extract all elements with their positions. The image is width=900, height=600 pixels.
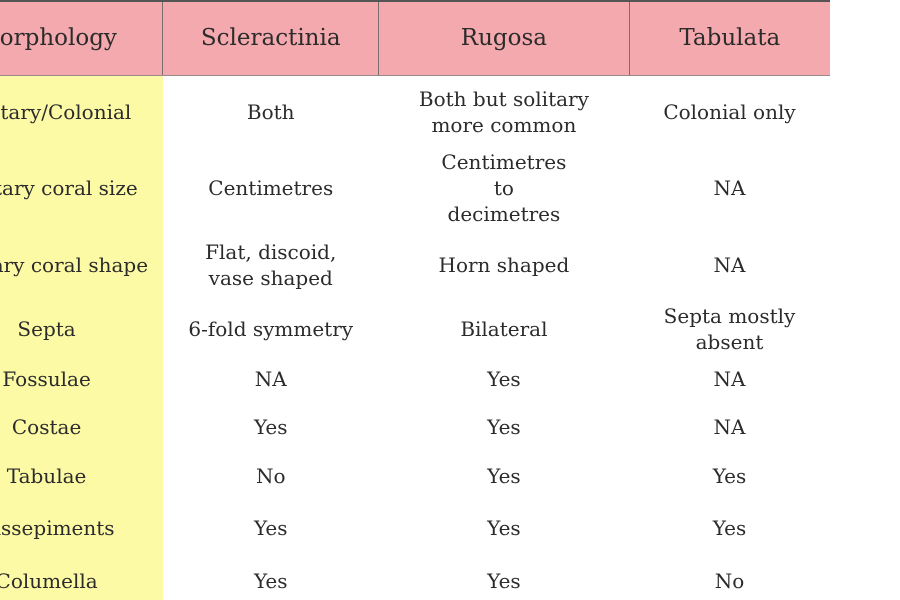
table-row: Solitary coral size Centimetres Centimet… [0, 149, 830, 227]
header-morphology: Morphology [0, 0, 163, 76]
header-scleractinia: Scleractinia [162, 0, 379, 76]
cell-scleractinia: Flat, discoid, vase shaped [205, 240, 337, 290]
cell-scleractinia: No [255, 464, 286, 488]
table-row: Solitary/Colonial Both Both but solitary… [0, 75, 830, 149]
row-label: Dissepiments [0, 501, 163, 555]
row-label: Septa [0, 303, 163, 355]
row-label: Solitary coral shape [0, 227, 163, 303]
cell-rugosa: Yes [378, 555, 629, 600]
cell-tabulata: NA [713, 176, 746, 200]
cell-tabulata: Yes [712, 516, 747, 540]
cell-rugosa: Centimetres to decimetres [441, 150, 567, 226]
table-row: Tabulae No Yes Yes [0, 451, 830, 501]
cell-scleractinia: Yes [253, 516, 288, 540]
cell-tabulata: Yes [712, 464, 747, 488]
cell-tabulata: NA [713, 415, 746, 439]
table-row: Dissepiments Yes Yes Yes [0, 501, 830, 555]
table-row: Solitary coral shape Flat, discoid, vase… [0, 227, 830, 303]
cell-scleractinia: Both [246, 100, 295, 125]
cell-scleractinia: Yes [253, 415, 288, 439]
cell-scleractinia: Centimetres [208, 176, 334, 200]
cell-rugosa: Horn shaped [438, 253, 570, 277]
cell-rugosa: Both but solitary more common [418, 87, 589, 138]
table-row: Costae Yes Yes NA [0, 403, 830, 451]
row-label: Fossulae [0, 355, 163, 403]
row-label: Tabulae [0, 451, 163, 501]
row-label: Columella [0, 555, 163, 600]
cell-rugosa: Yes [487, 367, 521, 391]
row-label: Solitary/Colonial [0, 75, 163, 149]
table-row: Septa 6-fold symmetry Bilateral Septa mo… [0, 303, 830, 355]
cell-scleractinia: 6-fold symmetry [188, 317, 354, 341]
table-row: Fossulae NA Yes NA [0, 355, 830, 403]
cell-tabulata: Septa mostly absent [663, 304, 796, 354]
cell-scleractinia: NA [254, 367, 287, 391]
cell-tabulata: NA [713, 253, 746, 277]
header-tabulata: Tabulata [628, 0, 830, 76]
cell-scleractinia: Yes [162, 555, 379, 600]
row-label: Solitary coral size [0, 149, 163, 227]
coral-morphology-table: Morphology Scleractinia Rugosa Tabulata … [0, 0, 830, 600]
cell-rugosa: Yes [487, 464, 521, 488]
header-row: Morphology Scleractinia Rugosa Tabulata [0, 0, 830, 76]
header-rugosa: Rugosa [378, 0, 629, 76]
cell-tabulata: No [629, 555, 830, 600]
cell-tabulata: NA [713, 367, 746, 391]
cell-rugosa: Yes [487, 415, 521, 439]
cell-rugosa: Bilateral [460, 317, 548, 341]
cell-tabulata: Colonial only [663, 100, 796, 125]
row-label: Costae [0, 403, 163, 451]
cell-rugosa: Yes [487, 516, 521, 540]
table-row: Columella Yes Yes No [0, 555, 830, 600]
